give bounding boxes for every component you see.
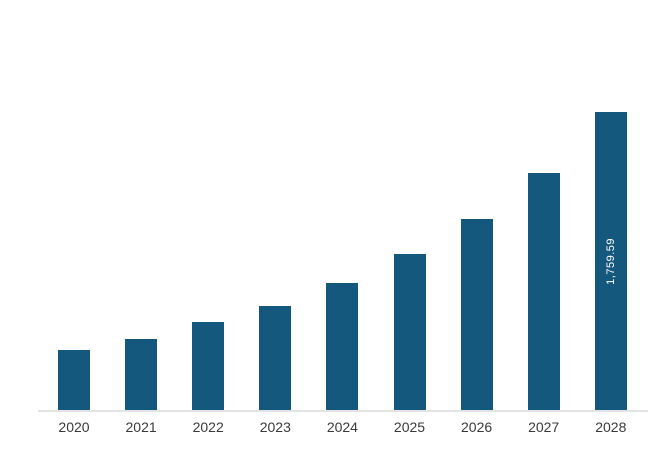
x-tick-label-2024: 2024: [326, 419, 358, 435]
bar-2022: [192, 322, 225, 410]
x-tick-label-2027: 2027: [528, 419, 560, 435]
bar-2023: [259, 306, 292, 410]
bar-2024: [326, 282, 359, 410]
bar-2021: [125, 338, 158, 410]
bar-2025: [393, 254, 426, 410]
bar-2027: [527, 173, 560, 410]
x-tick-label-2022: 2022: [192, 419, 224, 435]
x-axis-line: [38, 410, 648, 412]
bar-2026: [460, 218, 493, 410]
x-tick-label-2026: 2026: [461, 419, 493, 435]
x-tick-label-2020: 2020: [58, 419, 90, 435]
bar-2028: 1,759.59: [594, 112, 627, 410]
x-tick-label-2028: 2028: [595, 419, 627, 435]
bar-value-label: 1,759.59: [604, 237, 617, 285]
x-tick-label-2023: 2023: [259, 419, 291, 435]
bar-2020: [58, 349, 90, 410]
x-tick-label-2025: 2025: [393, 419, 426, 435]
x-tick-label-2021: 2021: [125, 419, 157, 435]
